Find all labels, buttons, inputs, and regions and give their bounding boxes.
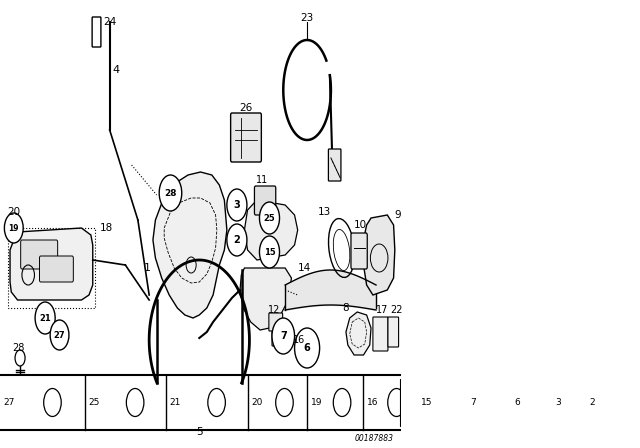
FancyBboxPatch shape [351, 233, 367, 269]
Text: 27: 27 [54, 331, 65, 340]
Text: 16: 16 [367, 398, 379, 407]
Circle shape [35, 302, 55, 334]
Text: 21: 21 [170, 398, 181, 407]
Polygon shape [240, 268, 291, 330]
Text: 7: 7 [470, 398, 476, 407]
Circle shape [159, 175, 182, 211]
Text: 25: 25 [264, 214, 275, 223]
Circle shape [227, 224, 247, 256]
Polygon shape [364, 215, 395, 295]
Text: 16: 16 [293, 335, 305, 345]
Circle shape [227, 189, 247, 221]
Text: 7: 7 [280, 331, 287, 341]
Text: 10: 10 [354, 220, 367, 230]
FancyBboxPatch shape [328, 149, 341, 181]
FancyBboxPatch shape [272, 324, 291, 346]
Text: 19: 19 [311, 398, 323, 407]
FancyBboxPatch shape [388, 317, 399, 347]
Polygon shape [153, 172, 227, 318]
Text: 20: 20 [252, 398, 262, 407]
Polygon shape [10, 228, 93, 300]
Text: 15: 15 [420, 398, 432, 407]
Text: 12: 12 [268, 305, 281, 315]
Text: 15: 15 [264, 247, 275, 257]
Circle shape [259, 236, 280, 268]
FancyBboxPatch shape [40, 256, 74, 282]
Text: 6: 6 [304, 343, 310, 353]
Text: 6: 6 [515, 398, 520, 407]
Text: 13: 13 [317, 207, 331, 217]
Circle shape [294, 328, 319, 368]
FancyBboxPatch shape [20, 240, 58, 269]
Text: 2: 2 [589, 398, 595, 407]
Text: 23: 23 [300, 13, 314, 23]
FancyBboxPatch shape [400, 379, 611, 426]
Circle shape [4, 213, 23, 243]
Circle shape [259, 202, 280, 234]
Text: 11: 11 [256, 175, 268, 185]
Text: 18: 18 [100, 223, 113, 233]
Text: 25: 25 [88, 398, 100, 407]
Text: 00187883: 00187883 [355, 434, 394, 443]
FancyBboxPatch shape [255, 186, 276, 215]
Text: 5: 5 [196, 427, 203, 437]
Text: 3: 3 [556, 398, 561, 407]
FancyBboxPatch shape [612, 379, 640, 426]
Text: 2: 2 [234, 235, 240, 245]
Polygon shape [244, 200, 298, 260]
Text: 21: 21 [39, 314, 51, 323]
Text: 14: 14 [298, 263, 311, 273]
Text: 1: 1 [143, 263, 150, 273]
Polygon shape [346, 312, 371, 355]
Text: 17: 17 [376, 305, 388, 315]
Text: 3: 3 [234, 200, 240, 210]
FancyBboxPatch shape [230, 113, 261, 162]
Circle shape [50, 320, 69, 350]
Circle shape [272, 318, 294, 354]
FancyBboxPatch shape [373, 317, 388, 351]
Text: 19: 19 [8, 224, 19, 233]
Text: 8: 8 [342, 303, 349, 313]
Text: 4: 4 [113, 65, 120, 75]
Text: 26: 26 [239, 103, 252, 113]
Text: 20: 20 [7, 207, 20, 217]
Text: 24: 24 [104, 17, 116, 27]
Text: 9: 9 [395, 210, 401, 220]
Text: 28: 28 [13, 343, 25, 353]
Text: 27: 27 [4, 398, 15, 407]
FancyBboxPatch shape [92, 17, 101, 47]
Text: 22: 22 [390, 305, 403, 315]
FancyBboxPatch shape [269, 313, 283, 331]
Text: 28: 28 [164, 189, 177, 198]
